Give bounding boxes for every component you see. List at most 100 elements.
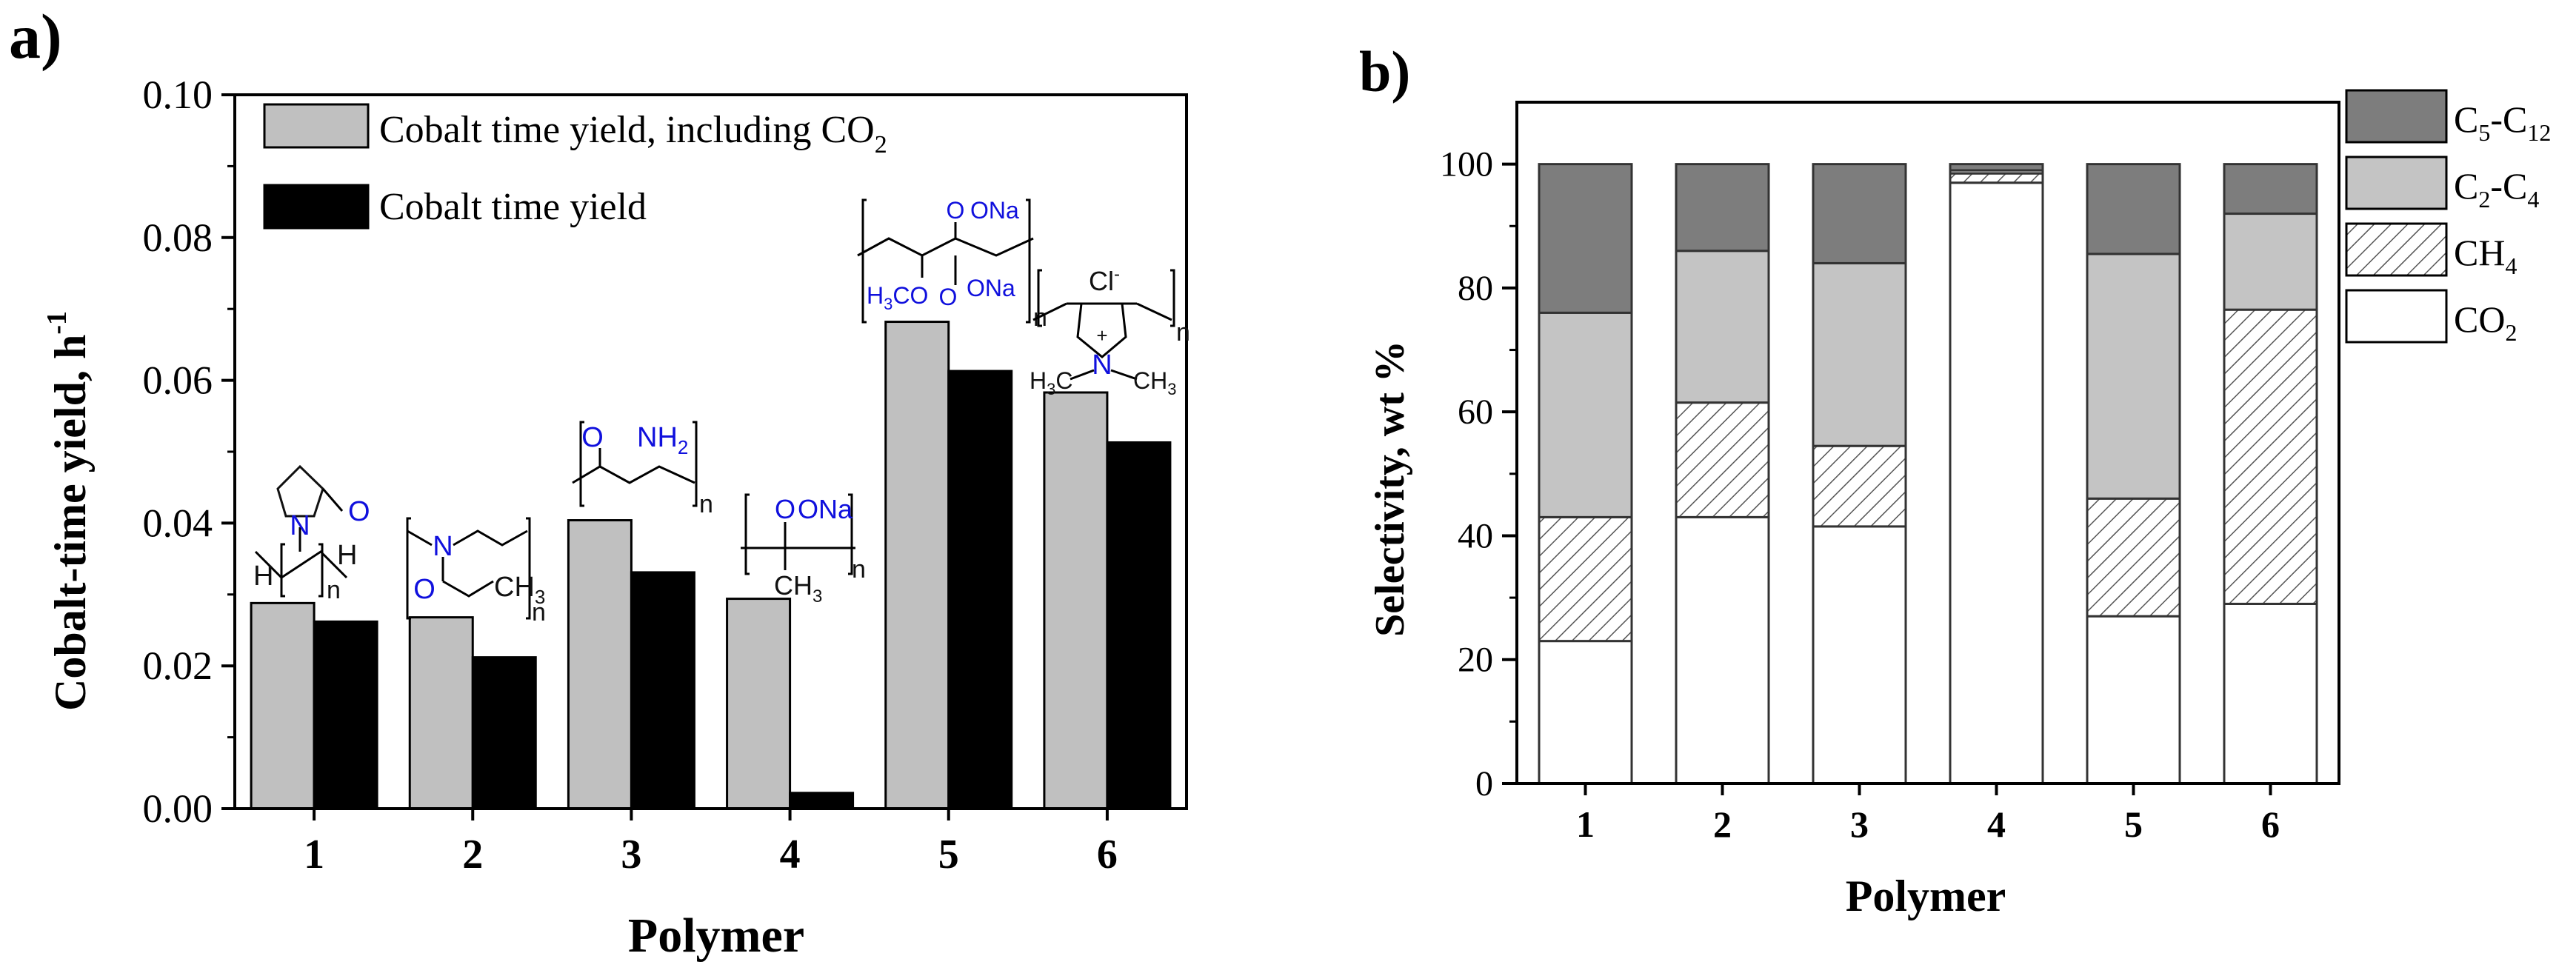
svg-text:ONa: ONa: [798, 494, 853, 524]
chart-b-ytick-label: 0: [1475, 764, 1493, 803]
chart-b-xtick-label: 2: [1713, 803, 1732, 845]
chart-b-ytick-label: 40: [1458, 516, 1493, 555]
chart-b-ytick-label: 20: [1458, 641, 1493, 680]
chart-b-bar-c2-c4-polymer-3: [1812, 261, 1907, 447]
svg-text:H3C: H3C: [1030, 367, 1072, 398]
chart-a-xtick-label: 3: [621, 832, 641, 878]
chart-b-ylabel: Selectivity, wt %: [1367, 341, 1413, 637]
svg-text:O: O: [348, 496, 370, 527]
svg-text:ONa: ONa: [970, 197, 1019, 224]
chart-b-bar-c5-c12-polymer-6: [2223, 163, 2318, 215]
chart-b-ytick-label: 60: [1458, 392, 1493, 432]
chart-b-bar-co2-polymer-4: [1949, 181, 2044, 785]
panel-a-label: a): [9, 1, 62, 72]
chart-a-bar-cobalt-polymer-2: [471, 656, 537, 810]
svg-text:n: n: [699, 490, 713, 518]
chart-a-bar-incl-co2-polymer-4: [726, 598, 792, 810]
svg-text:n: n: [852, 555, 866, 584]
chart-a-bar-cobalt-polymer-1: [313, 620, 378, 810]
chart-b-bar-c2-c4-polymer-5: [2086, 253, 2181, 500]
svg-text:O: O: [947, 197, 965, 224]
chart-a-ytick-label: 0.08: [143, 215, 213, 260]
svg-text:CH3: CH3: [774, 570, 822, 606]
legend-swatch-c2-c4: [2345, 156, 2448, 210]
chart-b-bar-co2-polymer-2: [1675, 515, 1770, 785]
chart-b-xlabel: Polymer: [1846, 872, 2006, 920]
chart-b: b) Selectivity, wt % Polymer 0 20 40 60 80 10…: [1359, 39, 2551, 920]
chart-a-ylabel: Cobalt-time yield, h-1: [41, 311, 95, 711]
svg-text:n: n: [327, 576, 341, 604]
svg-text:N: N: [433, 531, 453, 562]
chart-a-bar-incl-co2-polymer-5: [884, 321, 950, 810]
chart-b-xtick-label: 3: [1850, 803, 1869, 845]
svg-text:n: n: [532, 598, 546, 626]
chart-a-ytick-label: 0.06: [143, 358, 213, 403]
chart-b-bar-ch4-polymer-3: [1812, 444, 1907, 528]
legend-label-including-co2: Cobalt time yield, including CO2: [379, 109, 887, 158]
chart-b-bar-c5-c12-polymer-4: [1949, 163, 2044, 172]
chart-a-ytick-label: 0.02: [143, 644, 213, 688]
chart-b-legend: C5-C12 C2-C4 CH4 CO2: [2345, 89, 2551, 346]
chart-b-bar-c5-c12-polymer-3: [1812, 163, 1907, 264]
svg-text:ONa: ONa: [967, 275, 1015, 301]
legend-label-cobalt-time-yield: Cobalt time yield: [379, 186, 647, 228]
legend-label-co2: CO2: [2454, 298, 2517, 346]
chart-a-bar-cobalt-polymer-3: [630, 571, 695, 810]
legend-swatch-c5-c12: [2345, 89, 2448, 144]
chart-b-ytick-label: 80: [1458, 269, 1493, 308]
svg-text:n: n: [1176, 318, 1190, 347]
chart-b-ytick-label: 100: [1440, 145, 1493, 184]
svg-text:H: H: [253, 561, 273, 592]
legend-swatch-ch4: [2345, 222, 2448, 277]
panel-b-label: b): [1359, 39, 1410, 104]
chart-b-xtick-label: 1: [1576, 803, 1595, 845]
chart-a-xtick-label: 5: [938, 832, 959, 878]
structure-polymer-5: O ONa H3CO ONa O n: [857, 197, 1047, 332]
svg-text:N: N: [290, 510, 310, 541]
chart-a-ytick-label: 0.10: [143, 73, 213, 117]
svg-text:O: O: [413, 574, 436, 605]
svg-text:N: N: [1092, 350, 1112, 381]
chart-b-xtick-label: 6: [2261, 803, 2280, 845]
structure-polymer-6: Cl- + N H3C CH3 n: [1030, 264, 1190, 398]
chart-a-bar-incl-co2-polymer-3: [567, 519, 633, 810]
chart-a-bar-cobalt-polymer-6: [1106, 441, 1172, 810]
legend-label-c5-c12: C5-C12: [2454, 98, 2551, 146]
chart-a-xtick-label: 6: [1097, 832, 1118, 878]
legend-swatch-including-co2: [263, 103, 370, 149]
chart-a-legend: Cobalt time yield, including CO2 Cobalt …: [263, 103, 887, 230]
svg-text:Cl-: Cl-: [1089, 264, 1120, 296]
legend-label-ch4: CH4: [2454, 232, 2517, 279]
chart-b-bar-c5-c12-polymer-2: [1675, 163, 1770, 253]
chart-a-bar-cobalt-polymer-5: [947, 370, 1013, 810]
chart-b-bar-ch4-polymer-5: [2086, 497, 2181, 618]
svg-text:O: O: [581, 422, 604, 453]
svg-text:NH2: NH2: [637, 422, 688, 458]
structure-polymer-1: N O H H n: [253, 464, 370, 604]
chart-b-xtick-label: 4: [1987, 803, 2006, 845]
chart-b-bar-ch4-polymer-6: [2223, 308, 2318, 605]
chart-a-xtick-label: 1: [304, 832, 324, 878]
svg-text:CH3: CH3: [1133, 367, 1176, 398]
chart-b-plot-frame: [1515, 101, 2340, 785]
chart-a-xtick-label: 4: [780, 832, 801, 878]
svg-text:H: H: [337, 540, 357, 571]
chart-b-bar-c5-c12-polymer-5: [2086, 163, 2181, 255]
chart-b-bar-co2-polymer-5: [2086, 615, 2181, 785]
svg-text:H3CO: H3CO: [867, 282, 928, 313]
legend-swatch-cobalt-time-yield: [263, 184, 370, 230]
chart-a-plot-frame: [233, 93, 1188, 810]
legend-label-c2-c4: C2-C4: [2454, 165, 2539, 213]
svg-text:O: O: [939, 284, 958, 310]
chart-a: a) Cobalt-time yield, h-1 Polymer 0.00 0.…: [9, 1, 1190, 963]
svg-text:+: +: [1096, 324, 1107, 347]
chart-a-bar-incl-co2-polymer-1: [250, 601, 316, 810]
chart-a-xtick-label: 2: [462, 832, 483, 878]
chart-b-bar-co2-polymer-6: [2223, 602, 2318, 785]
chart-a-ytick-label: 0.04: [143, 501, 213, 545]
structure-polymer-4: O ONa CH3 n: [741, 493, 866, 606]
chart-a-bar-incl-co2-polymer-2: [408, 616, 474, 810]
chart-a-bar-cobalt-polymer-4: [789, 792, 855, 810]
chart-a-xlabel: Polymer: [628, 909, 804, 963]
